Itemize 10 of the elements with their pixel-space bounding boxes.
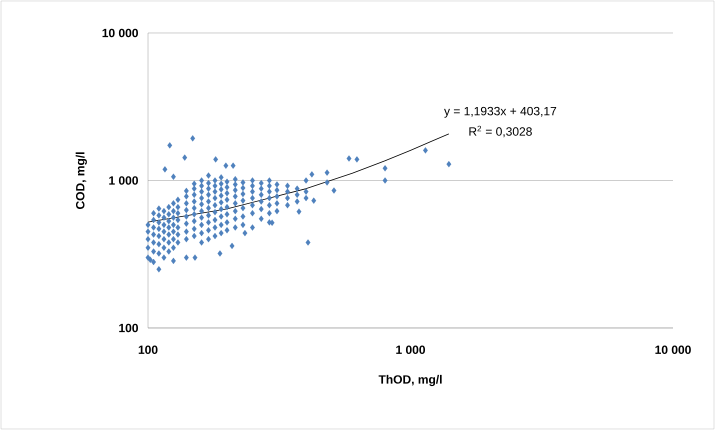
y-tick-label: 100 <box>119 324 138 332</box>
y-tick-label: 10 000 <box>102 28 138 38</box>
x-tick-label: 1 000 <box>396 346 426 354</box>
annotation: R$^{2}$ = 0,3028 <box>469 126 532 138</box>
y-axis-title: COD, mg/l <box>76 152 87 209</box>
x-tick-label: 100 <box>138 346 158 354</box>
x-tick-label: 10 000 <box>655 346 691 354</box>
annotation: y = 1,1933x + 403,17 <box>444 106 556 118</box>
x-axis-title: ThOD, mg/l <box>378 374 442 386</box>
y-tick-label: 1 000 <box>109 176 138 185</box>
